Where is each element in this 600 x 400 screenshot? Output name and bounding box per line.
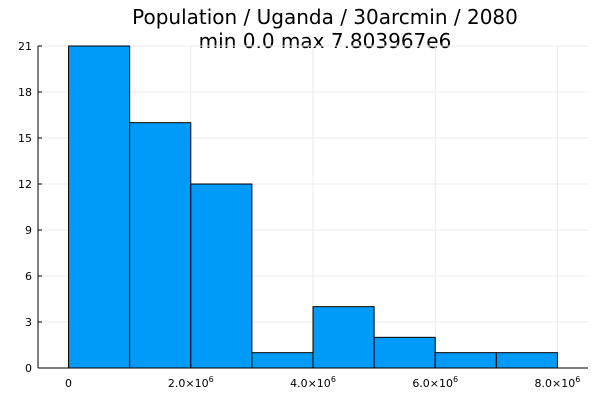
y-tick-label: 12 <box>18 178 32 191</box>
y-tick-label: 0 <box>25 362 32 375</box>
x-tick-label-exponent: 6 <box>209 375 214 384</box>
histogram-bar <box>373 336 436 369</box>
x-tick-label: 2.0×106 <box>168 375 214 390</box>
histogram-bar <box>190 183 253 369</box>
axes <box>37 45 588 369</box>
chart-title: Population / Uganda / 30arcmin / 2080 <box>132 5 518 29</box>
histogram-bar <box>68 45 131 369</box>
x-tick-label-base: 6.0×10 <box>412 377 453 390</box>
x-tick-label: 8.0×106 <box>535 375 581 390</box>
x-tick-label-exponent: 6 <box>453 375 458 384</box>
y-tick-label: 9 <box>25 224 32 237</box>
histogram-bar <box>129 122 192 369</box>
y-tick-label: 15 <box>18 132 32 145</box>
x-tick-label-base: 0 <box>65 377 72 390</box>
y-tick-label: 21 <box>18 40 32 53</box>
x-tick-label-base: 4.0×10 <box>290 377 331 390</box>
x-tick-label: 0 <box>65 377 72 390</box>
x-tick-label-base: 8.0×10 <box>535 377 576 390</box>
x-tick-label: 4.0×106 <box>290 375 336 390</box>
histogram-bar <box>495 352 558 369</box>
histogram-bar <box>434 352 497 369</box>
histogram-bar <box>312 306 375 369</box>
x-tick-label-exponent: 6 <box>575 375 580 384</box>
histogram-bar <box>251 352 314 369</box>
chart-subtitle: min 0.0 max 7.803967e6 <box>199 29 452 53</box>
y-tick-label: 3 <box>25 316 32 329</box>
x-tick-label-exponent: 6 <box>331 375 336 384</box>
x-tick-label-base: 2.0×10 <box>168 377 209 390</box>
y-tick-label: 6 <box>25 270 32 283</box>
bars <box>68 45 558 369</box>
y-tick-label: 18 <box>18 86 32 99</box>
x-tick-label: 6.0×106 <box>412 375 458 390</box>
